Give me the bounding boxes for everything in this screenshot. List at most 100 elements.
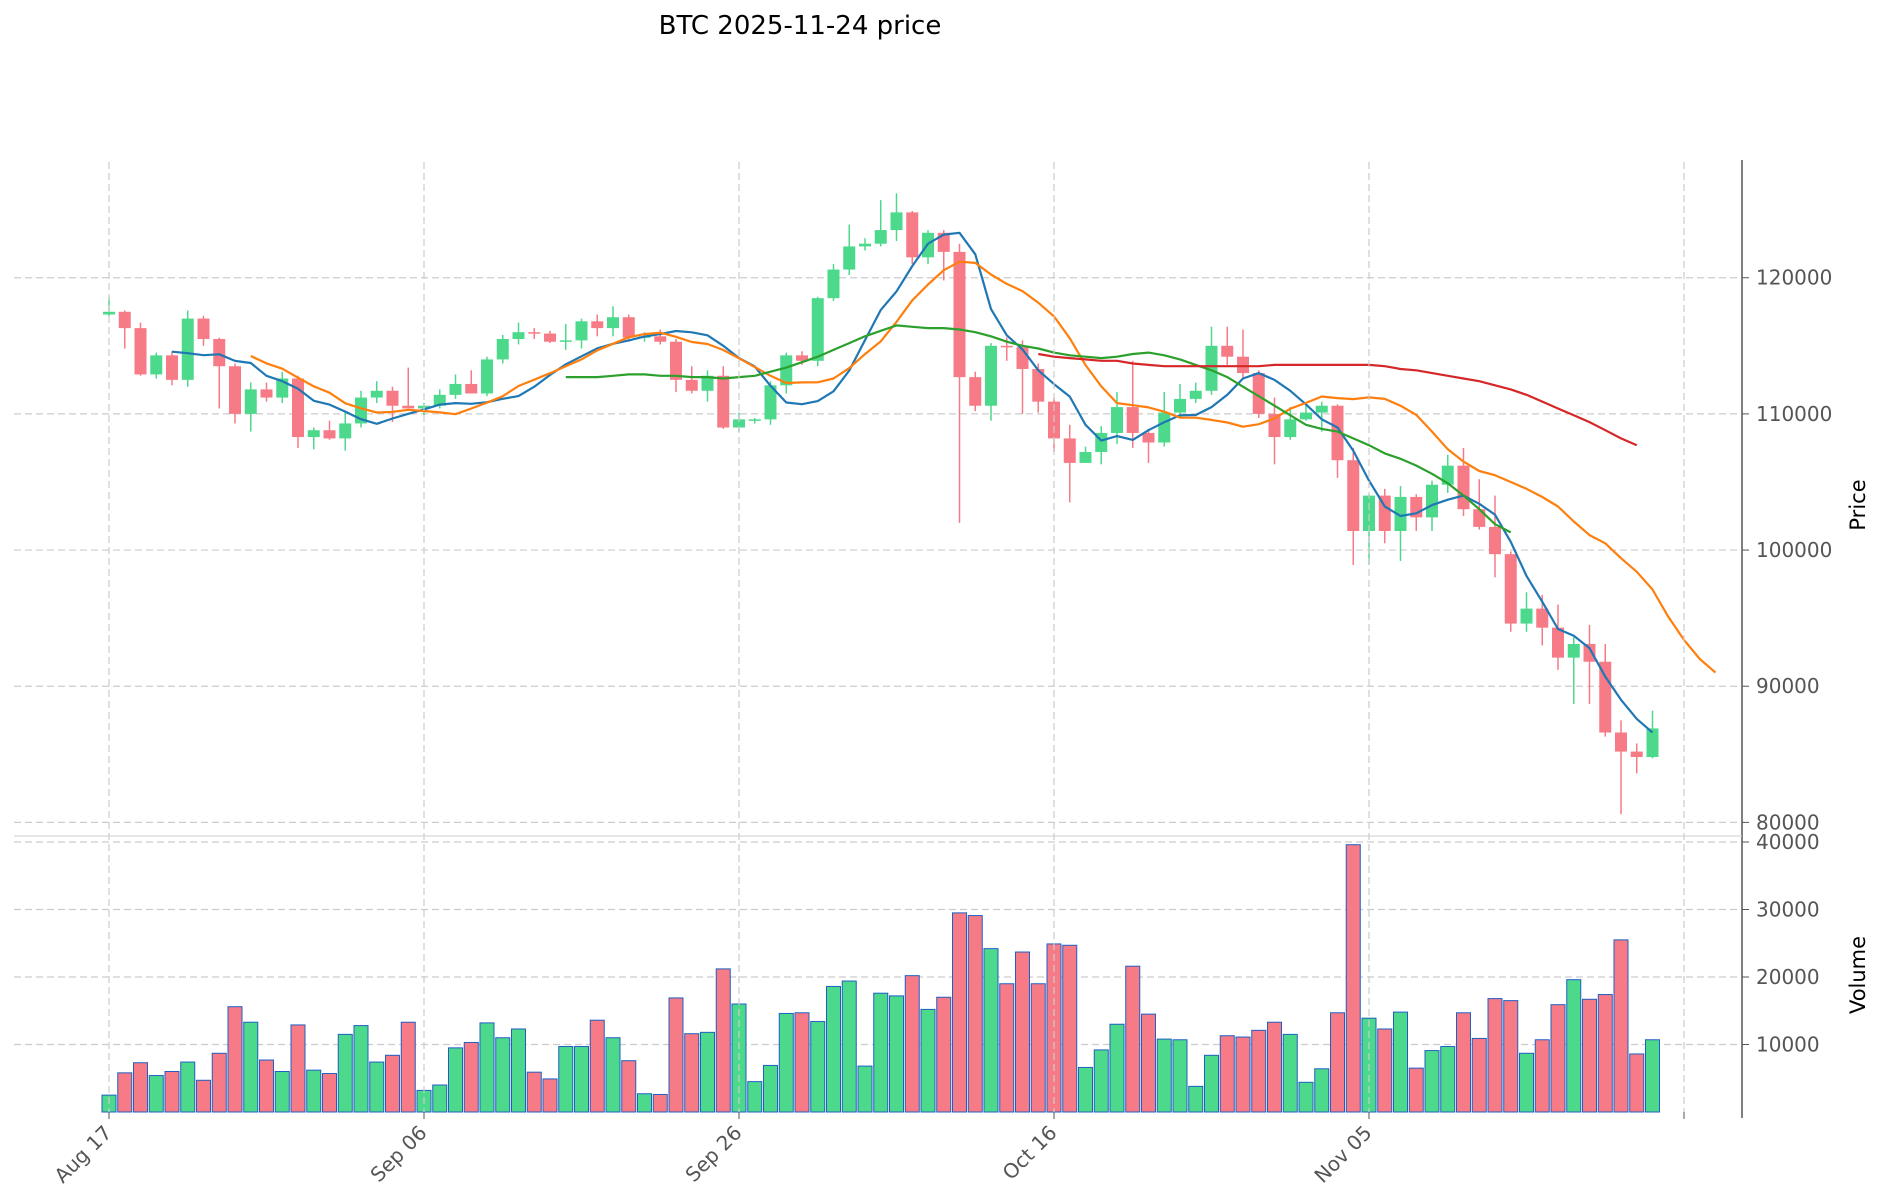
volume-bar — [684, 1033, 700, 1113]
candle-body — [1583, 644, 1596, 662]
candle-body — [1489, 526, 1501, 555]
volume-bar — [889, 995, 904, 1113]
volume-bar — [1015, 951, 1030, 1113]
candle-body — [654, 336, 667, 342]
candle-body — [1300, 412, 1312, 420]
volume-bar — [1314, 1068, 1330, 1113]
candle-body — [1473, 509, 1486, 527]
volume-bar — [589, 1019, 605, 1113]
volume-bar — [117, 1072, 133, 1113]
volume-bar — [778, 1012, 794, 1113]
candle-body — [1599, 661, 1612, 733]
volume-bar — [243, 1021, 259, 1113]
volume-bar — [1172, 1039, 1188, 1113]
candle-body — [670, 341, 682, 380]
candle-body — [953, 251, 966, 378]
volume-bar — [1078, 1066, 1093, 1113]
candle-body — [796, 355, 808, 361]
candle-body — [1615, 732, 1627, 752]
volume-tick-label: 20000 — [1756, 965, 1820, 989]
volume-bar — [196, 1079, 211, 1113]
candle-body — [874, 230, 887, 244]
volume-bar — [227, 1006, 243, 1113]
volume-bar — [479, 1022, 495, 1113]
volume-bar — [1424, 1050, 1440, 1113]
candle-body — [780, 355, 793, 386]
volume-bar — [211, 1052, 227, 1113]
volume-bar — [526, 1071, 542, 1113]
volume-bar — [1645, 1039, 1660, 1113]
volume-bar — [463, 1041, 479, 1113]
volume-panel: 10000 20000 30000 40000 — [14, 830, 1820, 1113]
candle-body — [1457, 465, 1470, 510]
candle-body — [764, 385, 777, 420]
candle-body — [701, 375, 714, 391]
candle-body — [292, 378, 304, 438]
candle-body — [197, 318, 210, 340]
volume-bar — [999, 983, 1015, 1113]
volume-bar — [826, 985, 841, 1113]
candle-body — [1205, 345, 1218, 391]
moving-average-ma60 — [1038, 352, 1638, 447]
candle-body — [1111, 407, 1123, 433]
candle-body — [181, 318, 194, 380]
candle-body — [1630, 751, 1643, 758]
candle-body — [575, 321, 588, 341]
volume-bar — [1030, 983, 1046, 1113]
volume-bar — [495, 1037, 511, 1113]
candle-body — [1063, 438, 1076, 463]
price-tick-label: 120000 — [1756, 266, 1832, 290]
volume-bar — [1141, 1013, 1156, 1113]
volume-bar — [164, 1071, 180, 1113]
volume-bar — [369, 1061, 385, 1113]
volume-bar — [574, 1046, 589, 1113]
volume-bar — [511, 1028, 526, 1113]
volume-bar — [1534, 1039, 1550, 1113]
volume-bar — [700, 1031, 715, 1113]
candle-body — [103, 311, 115, 315]
candle-body — [166, 355, 178, 380]
volume-bar — [1125, 965, 1141, 1113]
volume-bar — [432, 1084, 448, 1113]
candle-body — [1126, 407, 1139, 433]
candle-body — [1142, 432, 1155, 443]
volume-bar — [967, 915, 983, 1113]
volume-tick-label: 40000 — [1756, 830, 1820, 854]
moving-average-ma7 — [171, 231, 1654, 734]
candle-body — [544, 333, 556, 342]
candle-body — [591, 321, 604, 329]
candle-body — [985, 345, 997, 406]
candle-body — [370, 390, 383, 398]
candle-body — [134, 328, 147, 375]
volume-bar — [810, 1021, 826, 1113]
candle-body — [229, 366, 241, 414]
candle-body — [213, 339, 226, 367]
volume-bar — [1613, 939, 1629, 1113]
candle-body — [1221, 345, 1234, 357]
candle-body — [307, 430, 320, 438]
candle-body — [890, 212, 903, 231]
candle-body — [512, 332, 525, 340]
volume-bar — [385, 1054, 400, 1113]
volume-bar — [133, 1062, 148, 1113]
candle-body — [1174, 398, 1186, 413]
price-tick-label: 100000 — [1756, 538, 1832, 562]
candle-body — [859, 243, 871, 247]
candle-body — [1536, 608, 1549, 628]
candle-body — [1331, 405, 1344, 461]
volume-bar — [983, 948, 999, 1113]
candle-body — [528, 332, 541, 334]
volume-bar — [1582, 998, 1597, 1113]
candle-body — [748, 419, 761, 421]
volume-bar — [274, 1071, 290, 1113]
volume-bar — [936, 996, 952, 1113]
chart-title: BTC 2025-11-24 price — [659, 11, 942, 41]
candle-body — [449, 383, 462, 395]
volume-bar — [668, 997, 684, 1113]
volume-bar — [715, 968, 731, 1113]
volume-tick-label: 10000 — [1756, 1033, 1820, 1057]
date-tick-label: Sep 26 — [680, 1121, 746, 1187]
volume-bar — [1377, 1028, 1393, 1113]
candle-body — [1552, 627, 1564, 658]
